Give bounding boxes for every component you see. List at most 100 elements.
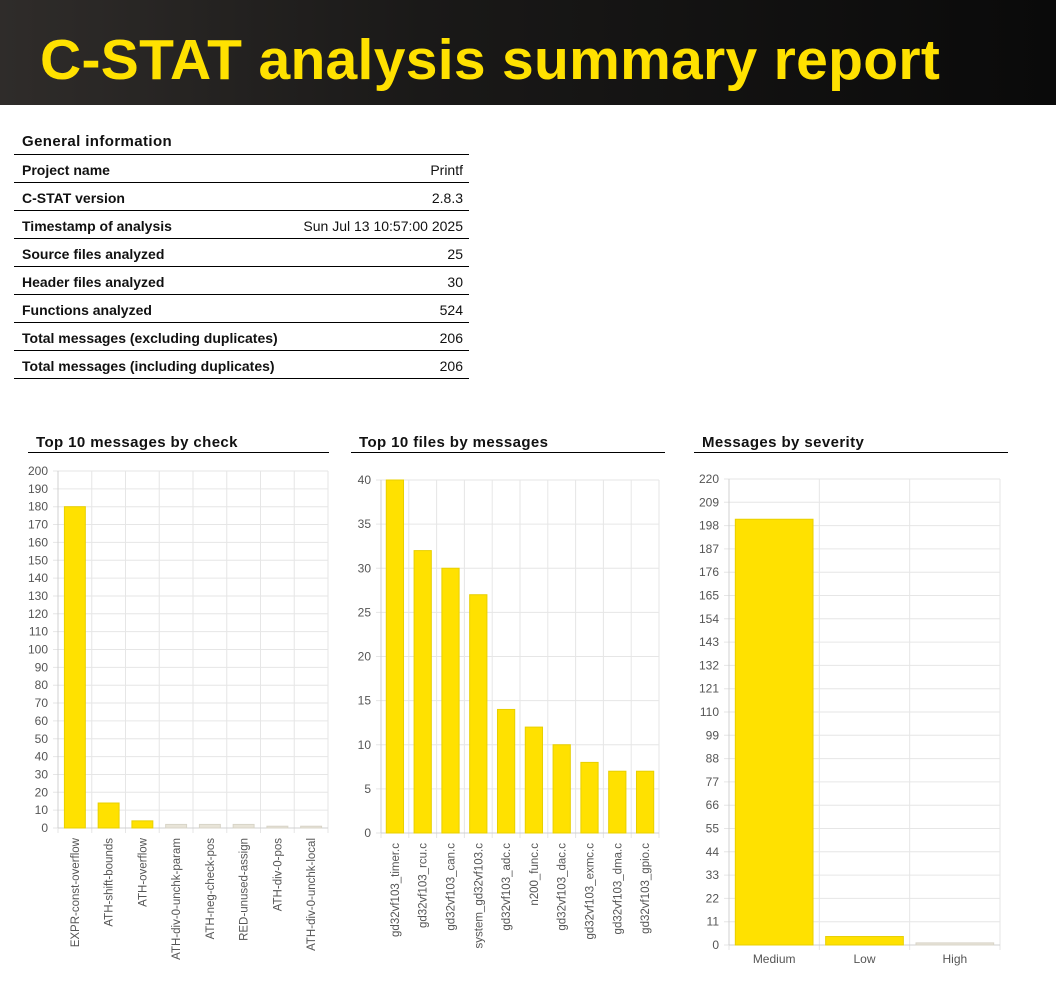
y-tick-label: 121 xyxy=(699,682,719,696)
info-label: Functions analyzed xyxy=(22,301,152,318)
x-tick-label: gd32vf103_can.c xyxy=(446,843,458,931)
bar-red-unused-assign xyxy=(232,823,255,829)
y-tick-label: 187 xyxy=(699,542,719,556)
y-tick-label: 143 xyxy=(699,635,719,649)
x-tick-label: gd32vf103_gpio.c xyxy=(640,843,652,934)
info-label: Header files analyzed xyxy=(22,273,165,290)
info-row-header-files: Header files analyzed 30 xyxy=(14,267,469,295)
y-tick-label: 20 xyxy=(358,650,372,664)
x-tick-label: RED-unused-assign xyxy=(239,838,251,941)
x-tick-label: gd32vf103_exmc.c xyxy=(585,843,597,940)
bar-gd32vf103-exmc-c xyxy=(580,761,599,834)
y-tick-label: 66 xyxy=(706,798,720,812)
y-tick-label: 10 xyxy=(358,738,372,752)
x-tick-label: Medium xyxy=(753,952,796,966)
y-tick-label: 176 xyxy=(699,565,719,579)
y-tick-label: 0 xyxy=(712,938,719,952)
info-value: 25 xyxy=(447,245,463,262)
info-row-total-excluding: Total messages (excluding duplicates) 20… xyxy=(14,323,469,351)
y-tick-label: 170 xyxy=(28,518,48,532)
x-tick-label: n200_func.c xyxy=(529,843,541,906)
info-value: Sun Jul 13 10:57:00 2025 xyxy=(303,217,463,234)
bar-ath-div-0-unchk-local xyxy=(300,825,323,829)
general-information-table: General information Project name Printf … xyxy=(14,130,469,379)
bar-ath-overflow xyxy=(131,820,154,829)
y-tick-label: 30 xyxy=(358,561,372,575)
x-tick-label: system_gd32vf103.c xyxy=(473,843,485,949)
chart-title: Messages by severity xyxy=(694,432,1008,453)
y-tick-label: 70 xyxy=(35,696,49,710)
x-tick-label: ATH-div-0-unchk-param xyxy=(171,838,183,960)
y-tick-label: 90 xyxy=(35,660,49,674)
y-tick-label: 150 xyxy=(28,553,48,567)
y-tick-label: 20 xyxy=(35,785,49,799)
bar-ath-shift-bounds xyxy=(97,802,120,829)
y-tick-label: 60 xyxy=(35,714,49,728)
x-tick-label: Low xyxy=(853,952,875,966)
y-tick-label: 120 xyxy=(28,607,48,621)
y-tick-label: 11 xyxy=(707,915,720,929)
y-tick-label: 40 xyxy=(35,750,49,764)
y-tick-label: 25 xyxy=(358,605,372,619)
info-row-cstat-version: C-STAT version 2.8.3 xyxy=(14,183,469,211)
info-row-project-name: Project name Printf xyxy=(14,155,469,183)
y-tick-label: 80 xyxy=(35,678,49,692)
x-tick-label: ATH-div-0-unchk-local xyxy=(306,838,318,951)
y-tick-label: 220 xyxy=(699,472,719,486)
x-tick-label: ATH-shift-bounds xyxy=(104,838,116,927)
bar-high xyxy=(915,942,995,946)
bar-gd32vf103-timer-c xyxy=(385,479,405,834)
y-tick-label: 0 xyxy=(364,826,371,840)
y-tick-label: 5 xyxy=(364,782,371,796)
bar-chart-svg: 0 10 20 30 40 50 60 70 80 90 100 110 120 130 140 150 160… xyxy=(28,464,329,960)
x-tick-label: EXPR-const-overflow xyxy=(70,837,82,947)
y-tick-label: 130 xyxy=(28,589,48,603)
y-tick-label: 132 xyxy=(699,658,719,672)
info-value: Printf xyxy=(430,161,463,178)
y-tick-label: 10 xyxy=(35,803,49,817)
chart-title: Top 10 messages by check xyxy=(28,432,329,453)
y-tick-label: 110 xyxy=(29,625,48,639)
y-tick-label: 99 xyxy=(706,728,720,742)
y-tick-label: 35 xyxy=(358,517,372,531)
info-value: 524 xyxy=(439,301,463,318)
info-label: Total messages (excluding duplicates) xyxy=(22,329,278,346)
info-label: Source files analyzed xyxy=(22,245,165,262)
report-banner: C-STAT analysis summary report xyxy=(0,0,1056,105)
info-value: 206 xyxy=(439,357,463,374)
bar-low xyxy=(825,936,904,946)
bar-medium xyxy=(734,518,814,946)
info-label: C-STAT version xyxy=(22,189,125,206)
bar-gd32vf103-gpio-c xyxy=(635,770,655,834)
info-label: Timestamp of analysis xyxy=(22,217,172,234)
y-tick-label: 33 xyxy=(706,868,720,882)
y-tick-label: 44 xyxy=(706,845,720,859)
x-tick-label: gd32vf103_adc.c xyxy=(501,843,513,931)
y-tick-label: 200 xyxy=(28,464,48,478)
x-tick-label: gd32vf103_dac.c xyxy=(557,843,569,931)
y-tick-label: 165 xyxy=(699,589,719,603)
info-row-source-files: Source files analyzed 25 xyxy=(14,239,469,267)
y-tick-label: 30 xyxy=(35,767,49,781)
bar-expr-const-overflow xyxy=(63,506,86,829)
bar-gd32vf103-can-c xyxy=(441,567,460,834)
chart-title: Top 10 files by messages xyxy=(351,432,665,453)
bar-n200-func-c xyxy=(524,726,544,834)
info-row-timestamp: Timestamp of analysis Sun Jul 13 10:57:0… xyxy=(14,211,469,239)
y-tick-label: 100 xyxy=(28,643,48,657)
y-tick-label: 15 xyxy=(358,694,372,708)
info-value: 206 xyxy=(439,329,463,346)
y-tick-label: 55 xyxy=(706,822,720,836)
bar-gd32vf103-dac-c xyxy=(552,744,571,834)
bar-chart-svg: 0 5 10 15 20 25 30 35 40 gd32vf103_timer.c gd32vf1… xyxy=(358,473,660,949)
x-tick-label: ATH-overflow xyxy=(137,837,149,906)
chart-messages-by-severity: Messages by severity 0 11 22 33 44 55 66 77 88 99… xyxy=(694,432,1008,983)
info-label: Project name xyxy=(22,161,110,178)
y-tick-label: 154 xyxy=(699,612,719,626)
general-information-heading: General information xyxy=(14,130,469,155)
y-tick-label: 198 xyxy=(699,519,719,533)
y-tick-label: 190 xyxy=(28,482,48,496)
bar-ath-div-0-unchk-param xyxy=(165,823,188,829)
y-tick-label: 140 xyxy=(28,571,48,585)
bar-system-gd32vf103-c xyxy=(469,594,488,834)
